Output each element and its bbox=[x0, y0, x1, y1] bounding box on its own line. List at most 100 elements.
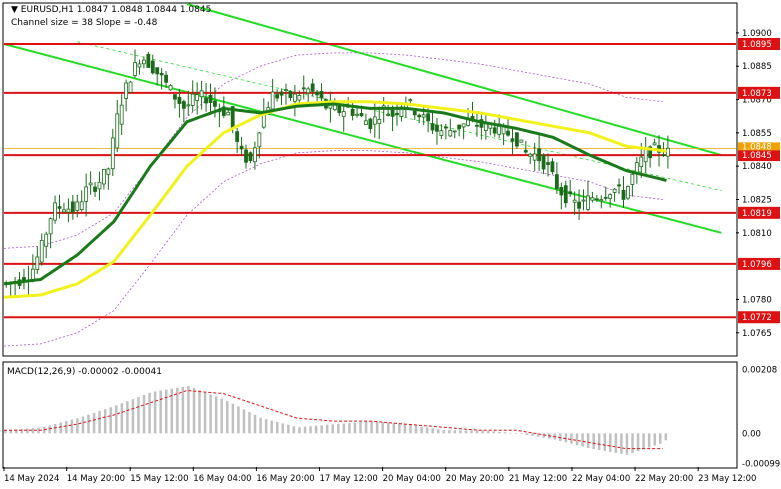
macd-bar bbox=[9, 429, 13, 434]
macd-bar bbox=[403, 423, 407, 434]
price-tick-label: 1.0870 bbox=[742, 96, 772, 106]
candle-body bbox=[284, 89, 288, 91]
macd-bar bbox=[581, 433, 584, 447]
macd-bar bbox=[625, 433, 629, 455]
candle-body bbox=[93, 186, 97, 192]
level-label: 1.0845 bbox=[742, 151, 772, 161]
candle-body bbox=[30, 268, 35, 280]
candle-body bbox=[248, 152, 253, 162]
candle-body bbox=[426, 113, 430, 122]
level-label-bg bbox=[738, 149, 780, 162]
macd-bar bbox=[248, 412, 251, 434]
macd-bar bbox=[664, 433, 668, 441]
macd-bar bbox=[436, 429, 440, 434]
macd-bar bbox=[498, 431, 501, 434]
candle-body bbox=[608, 194, 613, 199]
macd-bar bbox=[142, 394, 146, 434]
macd-bar bbox=[181, 386, 185, 434]
macd-bar bbox=[92, 412, 96, 434]
macd-bar bbox=[115, 405, 118, 434]
candle-body bbox=[275, 94, 280, 99]
macd-bar bbox=[536, 433, 540, 437]
candle-body bbox=[665, 147, 670, 157]
candle-body bbox=[546, 162, 550, 165]
macd-bar bbox=[514, 433, 518, 434]
candle-body bbox=[226, 111, 231, 116]
candle-body bbox=[652, 142, 657, 146]
candle-body bbox=[173, 94, 177, 100]
macd-bar bbox=[592, 433, 595, 450]
macd-bar bbox=[520, 433, 523, 434]
candle-body bbox=[372, 116, 377, 125]
macd-bar bbox=[603, 433, 607, 451]
macd-bar bbox=[298, 427, 301, 434]
level-label-bg bbox=[738, 311, 780, 324]
time-tick-label: 16 May 04:00 bbox=[193, 474, 251, 484]
candle-body bbox=[306, 88, 311, 94]
macd-bar bbox=[381, 422, 384, 434]
candle-body bbox=[97, 181, 102, 190]
channel-info: Channel size = 38 Slope = -0.48 bbox=[11, 18, 158, 28]
macd-bar bbox=[364, 421, 368, 434]
level-label: 1.0796 bbox=[742, 260, 772, 270]
macd-bar bbox=[87, 414, 90, 434]
candle-body bbox=[57, 206, 62, 209]
candle-body bbox=[164, 74, 168, 83]
candle-body bbox=[70, 201, 75, 213]
candle-body bbox=[439, 130, 444, 136]
candle-body bbox=[62, 209, 66, 213]
channel-line bbox=[3, 43, 722, 234]
macd-bar bbox=[176, 387, 179, 434]
candle-body bbox=[253, 147, 257, 163]
macd-bar bbox=[531, 433, 534, 436]
macd-bar bbox=[314, 425, 318, 434]
level-label: 1.0772 bbox=[742, 313, 772, 323]
candle-body bbox=[430, 123, 435, 131]
current-price-label-bg bbox=[738, 142, 780, 151]
candle-body bbox=[301, 87, 306, 90]
macd-bar bbox=[170, 388, 174, 434]
candle-body bbox=[421, 114, 426, 118]
macd-bar bbox=[303, 426, 307, 434]
macd-bar bbox=[348, 422, 351, 434]
macd-bar bbox=[470, 430, 473, 434]
level-label-bg bbox=[738, 37, 780, 50]
time-tick-label: 20 May 04:00 bbox=[383, 474, 441, 484]
time-tick-label: 22 May 04:00 bbox=[572, 474, 630, 484]
candle-body bbox=[594, 198, 599, 201]
candle-body bbox=[315, 91, 319, 96]
macd-bar bbox=[337, 423, 340, 434]
macd-bar bbox=[525, 433, 529, 435]
candle-body bbox=[648, 146, 653, 159]
candle-body bbox=[408, 99, 413, 102]
price-tick-label: 1.0810 bbox=[742, 229, 772, 239]
candle-body bbox=[559, 187, 564, 196]
candle-body bbox=[208, 94, 213, 103]
symbol-line: EURUSD,H1 1.0847 1.0848 1.0844 1.0845 bbox=[20, 5, 212, 15]
candle-body bbox=[190, 93, 195, 106]
candle-body bbox=[475, 124, 479, 127]
candle-body bbox=[186, 104, 191, 107]
macd-bar bbox=[486, 430, 490, 434]
candle-body bbox=[75, 201, 80, 211]
candle-body bbox=[599, 199, 604, 202]
macd-bar bbox=[226, 400, 229, 434]
macd-bar bbox=[398, 423, 401, 434]
candle-body bbox=[617, 184, 621, 187]
candle-body bbox=[586, 195, 590, 210]
candle-body bbox=[39, 239, 44, 263]
macd-bar bbox=[325, 424, 329, 434]
macd-bar bbox=[614, 433, 618, 453]
macd-bar bbox=[631, 433, 634, 454]
macd-bar bbox=[431, 428, 434, 434]
candle-body bbox=[44, 233, 49, 247]
candle-body bbox=[506, 130, 510, 136]
level-label-bg bbox=[738, 257, 780, 270]
candle-body bbox=[661, 154, 666, 157]
ma-green-line bbox=[3, 102, 667, 286]
macd-bar bbox=[370, 421, 373, 434]
macd-bar bbox=[620, 433, 623, 454]
candle-body bbox=[390, 109, 395, 117]
candle-body bbox=[53, 202, 57, 221]
candle-body bbox=[79, 201, 84, 210]
